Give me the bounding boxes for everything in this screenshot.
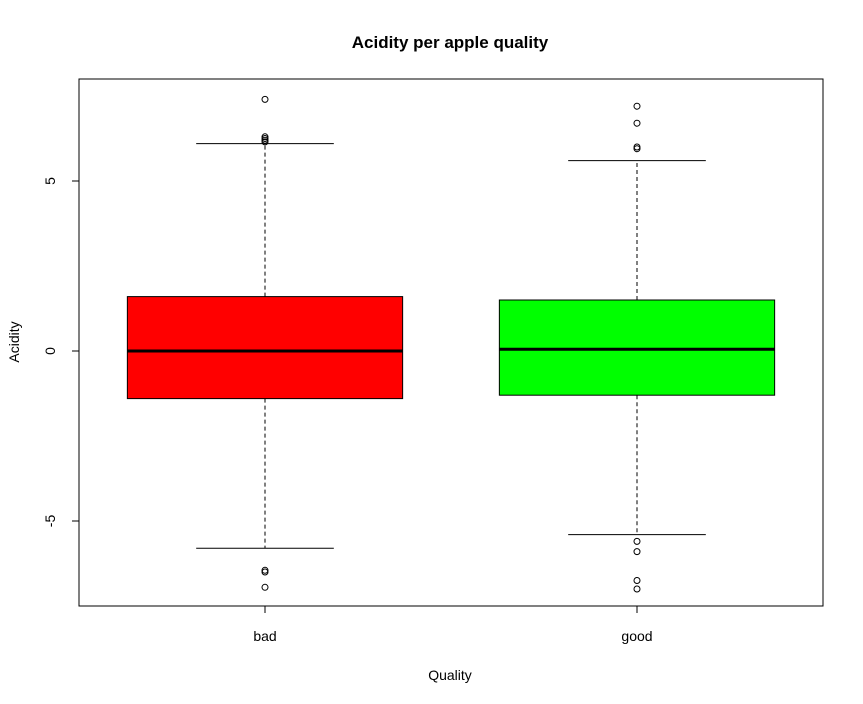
box-iqr [126,296,404,400]
box-bad [126,95,404,591]
y-tick-label: -5 [42,515,58,528]
y-tick-label: 0 [42,347,58,355]
outlier-point [633,145,641,153]
x-axis-label: Quality [428,667,472,683]
outlier-point [261,138,269,146]
y-axis: -5 0 5 [42,177,80,528]
chart-title: Acidity per apple quality [352,33,549,52]
outlier-point [261,568,269,576]
boxes-layer [126,95,776,593]
outlier-point [261,583,269,591]
x-tick-label: bad [253,628,276,644]
box-good [498,102,776,593]
outlier-point [261,95,269,103]
outlier-point [633,119,641,127]
box-iqr [498,299,776,396]
y-tick-label: 5 [42,177,58,185]
outlier-point [633,577,641,584]
outlier-point [633,537,641,545]
outlier-point [633,548,641,556]
outlier-point [633,102,641,110]
x-tick-label: good [621,628,652,644]
y-axis-label: Acidity [6,321,22,362]
x-axis: bad good [253,605,653,644]
outlier-point [633,585,641,593]
